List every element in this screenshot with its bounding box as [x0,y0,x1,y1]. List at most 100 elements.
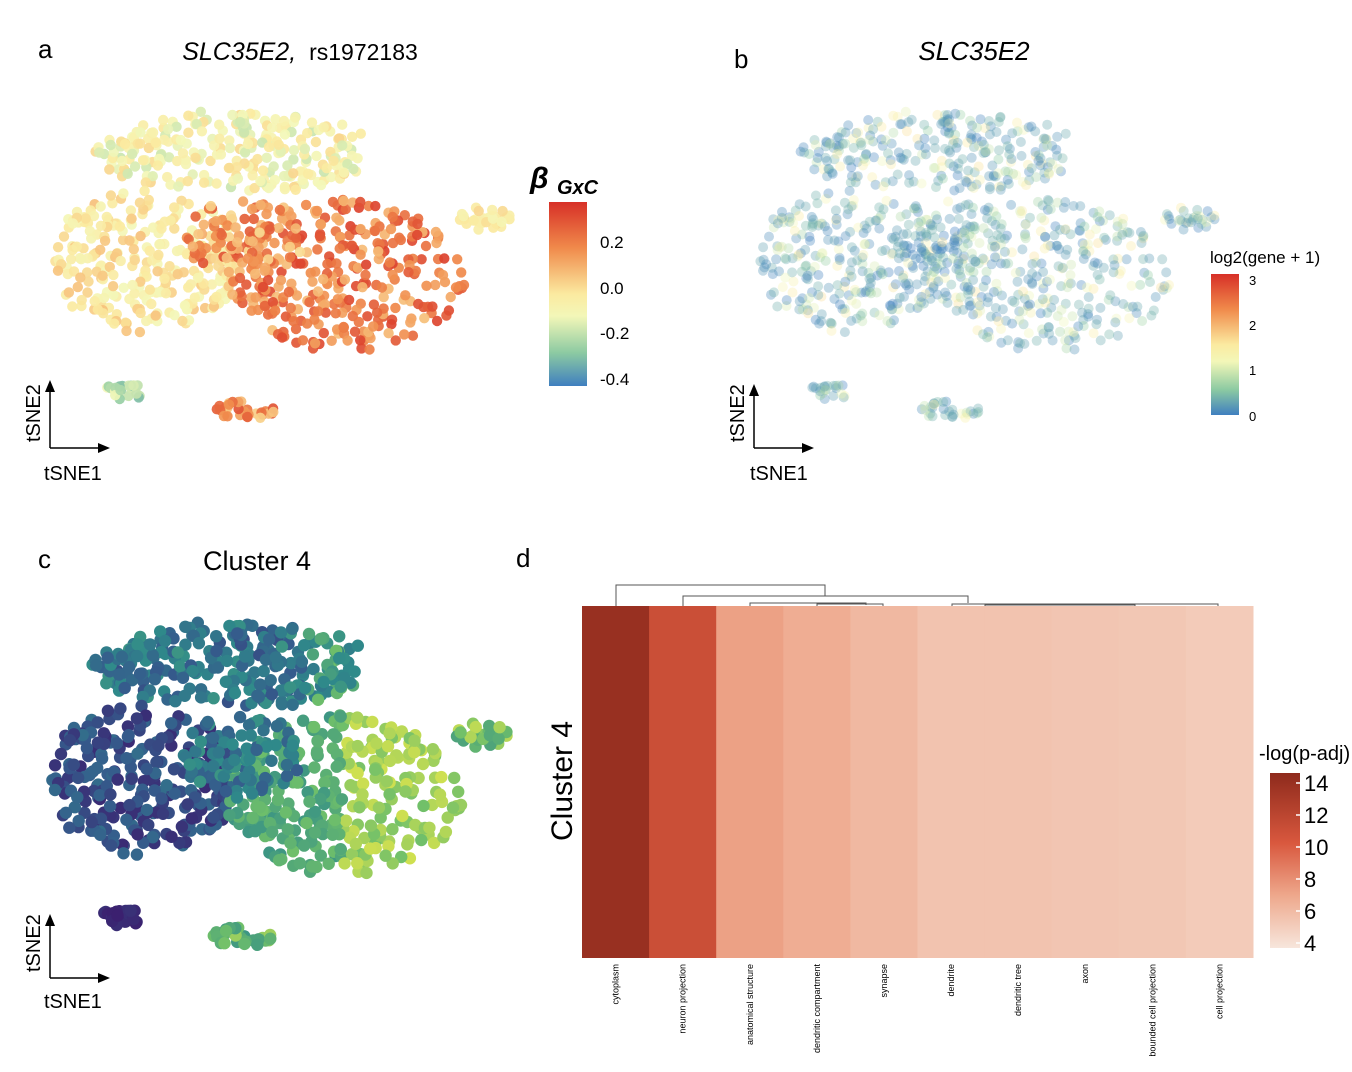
scatter-point [1042,162,1053,173]
scatter-point [1192,213,1203,224]
scatter-point [943,196,954,207]
scatter-point [355,196,366,208]
scatter-point [91,761,104,775]
scatter-point [257,165,269,176]
scatter-point [892,225,902,236]
scatter-point [905,243,916,254]
scatter-point [169,695,182,708]
scatter-point [1000,258,1011,269]
scatter-point [311,150,322,162]
scatter-point [1094,206,1105,217]
scatter-point [817,218,827,229]
scatter-point [785,213,796,224]
scatter-point [263,141,275,153]
heatmap-cell [984,606,1053,958]
scatter-point [857,259,868,269]
scatter-point [95,220,107,231]
scatter-point [259,300,270,312]
scatter-point [787,267,798,278]
scatter-point [97,270,108,281]
panel-b: b SLC35E2 log2(gene + 1) 3 2 1 0 tSNE1 t… [727,36,1320,485]
scatter-point [1078,314,1089,325]
scatter-point [938,116,949,127]
scatter-point [129,254,140,266]
scatter-point [143,194,154,206]
scatter-point [95,244,106,255]
scatter-point [1018,124,1029,135]
scatter-point [962,238,973,249]
scatter-point [1157,254,1168,265]
scatter-point [1095,335,1106,346]
scatter-point [895,119,906,130]
scatter-point [758,265,768,276]
scatter-point [996,181,1007,192]
scatter-point [802,274,813,285]
scatter-point [427,836,441,850]
scatter-point [104,164,115,175]
scatter-point [146,831,159,844]
scatter-point [976,136,987,147]
axis-label-y: tSNE2 [23,914,45,972]
scatter-point [311,205,323,217]
scatter-point [983,292,994,303]
scatter-point [228,753,241,767]
scatter-point [1052,240,1063,251]
scatter-point [1003,166,1014,177]
scatter-point [983,326,994,337]
scatter-point [962,409,973,420]
scatter-point [1053,261,1064,272]
scatter-point [973,407,984,417]
scatter-point [1040,173,1050,184]
scatter-point [908,176,919,187]
scatter-point [1039,243,1050,254]
scatter-point [982,213,993,224]
scatter-point [1033,150,1044,161]
scatter-point [984,331,995,342]
scatter-point [197,257,209,269]
scatter-point [387,237,399,249]
scatter-point [265,754,278,767]
scatter-point [892,241,903,252]
scatter-point [1061,343,1072,354]
scatter-point [1166,218,1177,229]
scatter-point [800,201,811,212]
scatter-point [239,147,251,158]
scatter-point [165,717,178,730]
scatter-point [131,388,142,399]
scatter-point [870,215,881,226]
scatter-point [286,749,300,762]
scatter-point [290,223,301,234]
scatter-point [955,269,966,279]
scatter-point [189,745,202,758]
scatter-point [430,279,441,291]
scatter-point [918,246,929,256]
scatter-point [343,294,355,306]
scatter-point [951,305,962,316]
scatter-point [948,409,959,420]
scatter-point [1049,294,1060,305]
scatter-point [192,637,206,650]
scatter-point [156,807,170,820]
scatter-point [247,170,258,181]
scatter-point [826,167,837,178]
scatter-point [936,240,947,251]
scatter-point [930,258,941,269]
colorbar-tick: -0.2 [600,324,629,343]
scatter-point [175,134,186,146]
scatter-point [1024,166,1034,177]
scatter-point [349,326,361,337]
scatter-point [211,661,225,674]
scatter-point [884,300,895,311]
scatter-point [916,216,926,227]
scatter-point [830,215,841,226]
scatter-point [893,147,904,158]
scatter-point [305,860,319,873]
scatter-point [182,176,193,187]
scatter-point [888,199,899,209]
scatter-point [798,142,809,153]
scatter-point [812,198,823,209]
scatter-point [1131,308,1142,319]
scatter-point [1005,157,1016,167]
scatter-point [165,830,178,843]
scatter-point [1023,301,1033,311]
